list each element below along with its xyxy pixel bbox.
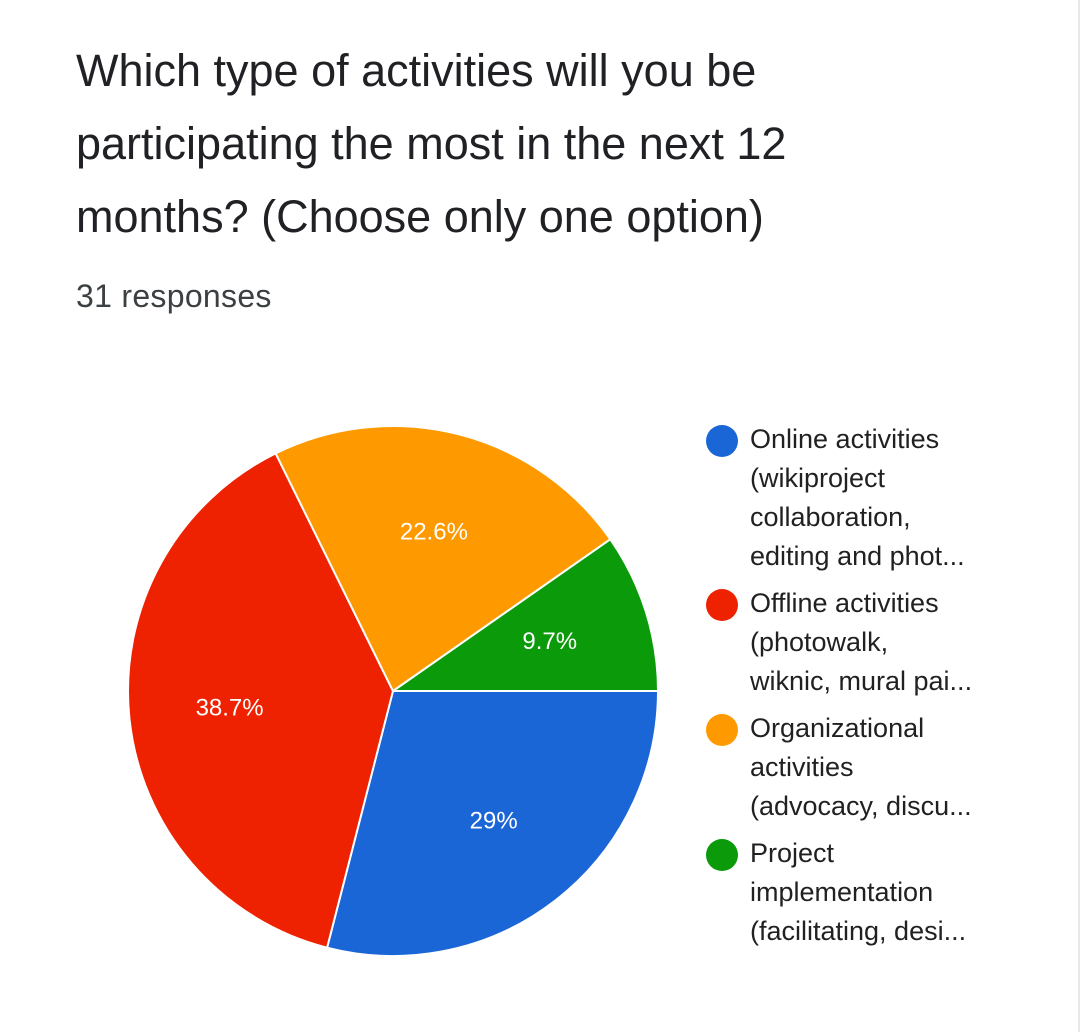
legend-label-line: Organizational bbox=[750, 713, 925, 743]
question-title-line-2: participating the most in the next 12 bbox=[76, 118, 787, 169]
pie-slice[interactable] bbox=[392, 538, 659, 692]
pie-slice-label: 22.6% bbox=[400, 518, 468, 545]
pie-slice-label: 9.7% bbox=[522, 628, 577, 655]
question-title-line-1: Which type of activities will you be bbox=[76, 45, 757, 96]
legend-label-line: editing and phot... bbox=[750, 541, 965, 571]
legend-item[interactable]: Organizational activities (advocacy, discu… bbox=[706, 709, 1006, 826]
pie-slice[interactable] bbox=[127, 452, 394, 949]
legend-item[interactable]: Offline activities (photowalk, wiknic, mur… bbox=[706, 584, 1006, 701]
legend-item[interactable]: Online activities (wikiproject collaborati… bbox=[706, 420, 1006, 576]
legend-swatch bbox=[706, 425, 738, 457]
legend-label-line: (wikiproject bbox=[750, 463, 886, 493]
chart-legend: Online activities (wikiproject collaborati… bbox=[706, 420, 1006, 951]
legend-item[interactable]: Project implementation (facilitating, desi… bbox=[706, 834, 1006, 951]
legend-label-line: (photowalk, bbox=[750, 627, 889, 657]
legend-swatch bbox=[706, 839, 738, 871]
pie-slice[interactable] bbox=[326, 690, 659, 957]
legend-label-line: Online activities bbox=[750, 424, 940, 454]
legend-label-line: wiknic, mural pai... bbox=[750, 666, 973, 696]
response-count: 31 responses bbox=[76, 278, 272, 314]
legend-label-line: Project bbox=[750, 838, 835, 868]
pie-slice[interactable] bbox=[274, 425, 612, 692]
legend-swatch bbox=[706, 714, 738, 746]
legend-label-line: (facilitating, desi... bbox=[750, 916, 967, 946]
pie-slice-label: 29% bbox=[470, 807, 518, 834]
legend-label-line: implementation bbox=[750, 877, 934, 907]
legend-swatch bbox=[706, 589, 738, 621]
legend-label-line: activities bbox=[750, 752, 854, 782]
pie-slice-label: 38.7% bbox=[196, 695, 264, 722]
question-title-line-3: months? (Choose only one option) bbox=[76, 191, 764, 242]
legend-label-line: Offline activities bbox=[750, 588, 939, 618]
legend-label-line: collaboration, bbox=[750, 502, 911, 532]
legend-label-line: (advocacy, discu... bbox=[750, 791, 972, 821]
question-title: Which type of activities will you be par… bbox=[76, 34, 956, 253]
